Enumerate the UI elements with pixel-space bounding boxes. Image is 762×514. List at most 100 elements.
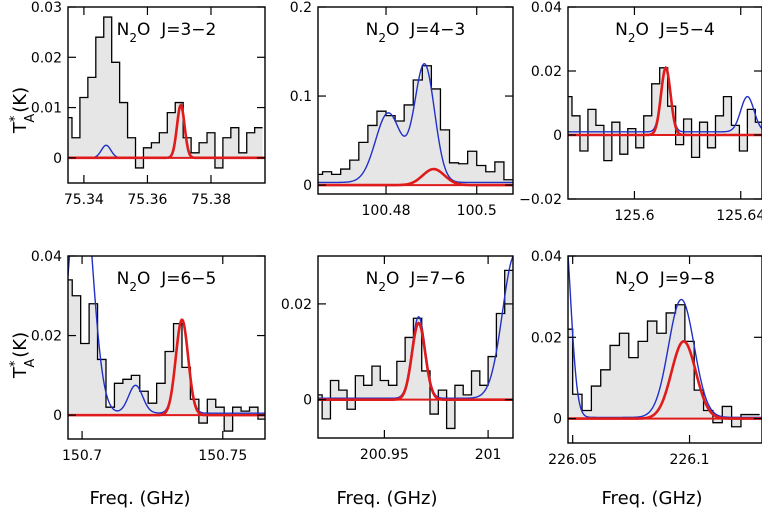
observed-spectrum xyxy=(68,16,263,169)
title-part-3: O J=7−6 xyxy=(386,269,465,289)
plot-area xyxy=(68,256,265,432)
y-tick-label: 0.04 xyxy=(531,249,562,265)
plot-area xyxy=(68,16,265,169)
observed-spectrum xyxy=(568,67,762,162)
x-tick-label: 200.95 xyxy=(360,447,409,463)
xlabel-col2: Freq. (GHz) xyxy=(337,488,438,509)
ylabel-sub: A xyxy=(23,114,38,123)
plot-area xyxy=(318,62,513,187)
model-N2O-curve xyxy=(68,318,265,417)
y-tick-label: 0 xyxy=(53,151,62,167)
title-part-1: N xyxy=(366,269,379,289)
x-tick-label: 75.34 xyxy=(64,192,104,208)
ylabel-sup: * xyxy=(8,360,23,367)
title-part-1: N xyxy=(615,20,628,40)
ylabel-unit: (K) xyxy=(10,332,31,358)
x-tick-label: 226.1 xyxy=(669,452,709,468)
title-part-2: 2 xyxy=(378,280,386,294)
observed-fill xyxy=(318,270,513,429)
y-tick-label: 0.02 xyxy=(31,50,62,66)
y-tick-label: 0.1 xyxy=(290,89,312,105)
xlabel-col1: Freq. (GHz) xyxy=(90,488,191,509)
x-tick-label: 100.48 xyxy=(362,203,411,219)
y-tick-label: 0.02 xyxy=(531,64,562,80)
ylabel-unit: (K) xyxy=(10,87,31,113)
x-tick-label: 75.36 xyxy=(127,192,167,208)
title-part-1: N xyxy=(117,20,130,40)
svg-text:T*A(K): T*A(K) xyxy=(8,87,38,134)
x-tick-label: 201 xyxy=(475,447,502,463)
title-part-2: 2 xyxy=(129,31,137,45)
observed-fill xyxy=(68,17,263,168)
observed-spectrum xyxy=(68,279,265,432)
panel-title: N2O J=5−4 xyxy=(615,20,715,45)
panel-6: 226.05 226.1 0 0.02 0.04 N2O J=9−8 xyxy=(531,249,762,468)
observed-fill xyxy=(568,304,760,427)
title-part-2: 2 xyxy=(628,280,636,294)
model-total-curve xyxy=(318,256,513,399)
model-total-curve xyxy=(318,62,513,184)
y-tick-label: 0 xyxy=(553,412,562,428)
panel-5: 200.95 201 0 0.02 N2O J=7−6 xyxy=(281,255,514,463)
y-tick-label: 0.02 xyxy=(31,329,62,345)
panel-3: 125.6 125.64 −0.02 0 0.02 0.04 N2O J=5−4 xyxy=(519,0,762,224)
title-part-2: 2 xyxy=(129,280,137,294)
panel-frame xyxy=(567,6,762,200)
model-N2O-curve xyxy=(318,167,513,187)
y-tick-label: 0 xyxy=(53,408,62,424)
y-tick-label: 0.2 xyxy=(290,0,312,16)
panel-2: 100.48 100.5 0 0.1 0.2 N2O J=4−3 xyxy=(290,0,514,219)
y-tick-label: 0.03 xyxy=(31,0,62,16)
panel-frame xyxy=(67,6,266,184)
y-tick-label: 0.02 xyxy=(281,297,312,313)
x-tick-label: 100.5 xyxy=(457,203,497,219)
y-tick-label: 0.02 xyxy=(531,330,562,346)
title-part-2: 2 xyxy=(378,31,386,45)
x-tick-label: 125.64 xyxy=(716,208,762,224)
y-tick-label: 0 xyxy=(303,178,312,194)
title-part-2: 2 xyxy=(628,31,636,45)
model-N2O-curve xyxy=(568,340,762,420)
ylabel-main: T xyxy=(10,366,31,379)
observed-fill xyxy=(318,65,513,186)
panel-title: N2O J=7−6 xyxy=(366,269,466,294)
y-tick-label: 0 xyxy=(303,393,312,409)
ylabel-sub: A xyxy=(23,359,38,368)
ylabel-sup: * xyxy=(8,115,23,122)
panel-4: 150.7 150.75 0 0.02 0.04 N2O J=6−5 xyxy=(31,249,266,464)
observed-spectrum xyxy=(318,65,513,181)
ylabel-bottom: T*A(K) xyxy=(8,332,38,379)
title-part-3: O J=5−4 xyxy=(636,20,715,40)
x-tick-label: 75.38 xyxy=(191,192,231,208)
title-part-3: O J=9−8 xyxy=(636,269,715,289)
model-N2O-curve xyxy=(568,65,762,137)
x-tick-label: 125.6 xyxy=(614,208,654,224)
panel-title: N2O J=4−3 xyxy=(366,20,466,45)
model-N2O-curve xyxy=(68,102,265,160)
svg-text:T*A(K): T*A(K) xyxy=(8,332,38,379)
panel-frame xyxy=(317,6,514,195)
xlabel-col3: Freq. (GHz) xyxy=(602,488,703,509)
observed-fill xyxy=(68,279,265,432)
title-part-1: N xyxy=(615,269,628,289)
y-tick-label: −0.02 xyxy=(519,192,562,208)
y-tick-label: 0.04 xyxy=(531,0,562,16)
title-part-3: O J=4−3 xyxy=(386,20,465,40)
observed-fill xyxy=(568,67,762,161)
panel-title: N2O J=3−2 xyxy=(117,20,217,45)
panel-frame xyxy=(567,255,762,444)
panel-frame xyxy=(67,255,266,440)
model-N2O-curve xyxy=(318,321,513,401)
title-part-1: N xyxy=(117,269,130,289)
observed-spectrum xyxy=(318,269,513,430)
panel-frame xyxy=(317,255,514,439)
plot-area xyxy=(318,256,513,430)
plot-area xyxy=(568,65,762,162)
panels: 75.34 75.36 75.38 0 0.01 0.02 0.03 N2O J=3−2 100… xyxy=(31,0,762,468)
title-part-3: O J=6−5 xyxy=(137,269,216,289)
y-tick-label: 0 xyxy=(553,128,562,144)
plot-area xyxy=(568,256,762,428)
panel-1: 75.34 75.36 75.38 0 0.01 0.02 0.03 N2O J=3−2 xyxy=(31,0,266,208)
y-tick-label: 0.01 xyxy=(31,101,62,117)
